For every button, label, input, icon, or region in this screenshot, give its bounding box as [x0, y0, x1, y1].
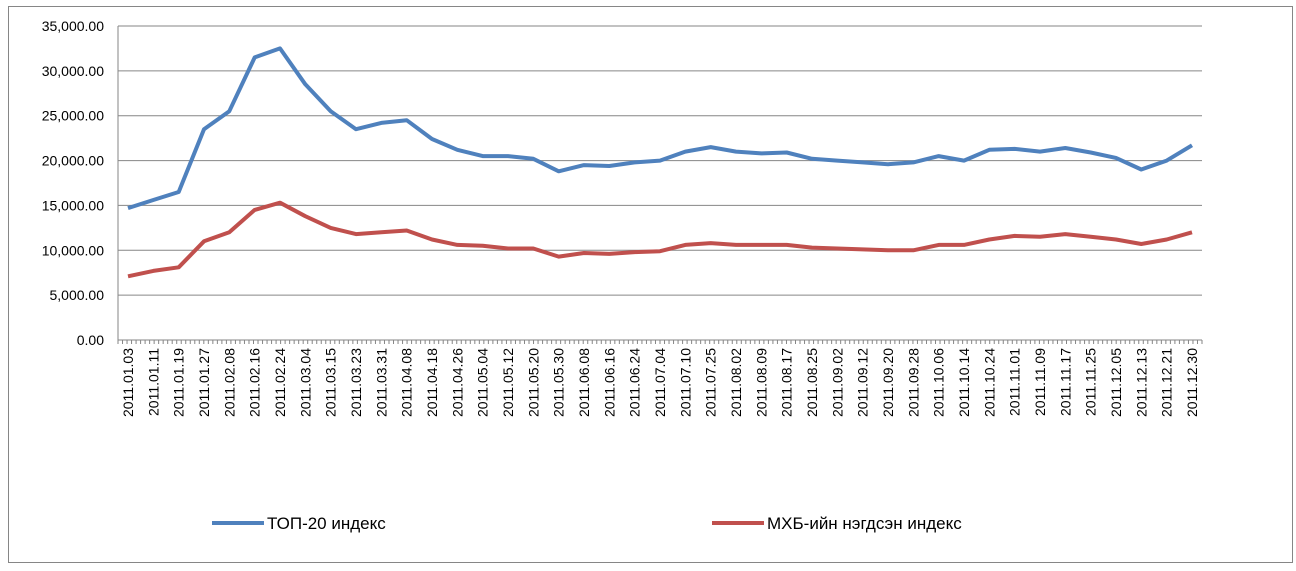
x-tick-label: 2011.11.17 — [1057, 348, 1073, 416]
x-tick-label: 2011.07.10 — [677, 348, 693, 417]
x-tick-label: 2011.07.25 — [703, 348, 719, 417]
x-tick-label: 2011.08.25 — [804, 348, 820, 417]
x-tick-label: 2011.04.18 — [424, 348, 440, 417]
x-tick-label: 2011.01.19 — [171, 348, 187, 417]
x-tick-label: 2011.12.21 — [1159, 348, 1175, 417]
x-tick-label: 2011.02.24 — [272, 348, 288, 417]
legend-label: ТОП-20 индекс — [267, 514, 386, 533]
series-line — [127, 200, 1193, 279]
y-tick-label: 0.00 — [77, 332, 104, 348]
x-tick-label: 2011.09.28 — [905, 348, 921, 417]
x-tick-label: 2011.06.24 — [627, 348, 643, 417]
y-tick-label: 35,000.00 — [42, 18, 104, 34]
x-tick-label: 2011.10.14 — [956, 348, 972, 417]
x-tick-label: 2011.01.03 — [120, 348, 136, 417]
x-tick-label: 2011.08.09 — [753, 348, 769, 417]
x-tick-label: 2011.09.12 — [855, 348, 871, 417]
x-tick-label: 2011.04.26 — [449, 348, 465, 417]
x-tick-label: 2011.01.27 — [196, 348, 212, 417]
x-tick-label: 2011.05.12 — [500, 348, 516, 417]
x-tick-label: 2011.03.23 — [348, 348, 364, 417]
x-tick-label: 2011.05.30 — [551, 348, 567, 417]
x-tick-label: 2011.01.11 — [145, 348, 161, 416]
x-tick-label: 2011.03.04 — [297, 348, 313, 417]
x-tick-label: 2011.12.30 — [1184, 348, 1200, 417]
x-tick-label: 2011.02.08 — [221, 348, 237, 417]
y-tick-label: 15,000.00 — [42, 197, 104, 213]
x-tick-label: 2011.08.02 — [728, 348, 744, 417]
x-tick-label: 2011.10.24 — [981, 348, 997, 417]
x-tick-label: 2011.07.04 — [652, 348, 668, 417]
x-tick-label: 2011.04.08 — [399, 348, 415, 417]
legend-label: МХБ-ийн нэгдсэн индекс — [767, 514, 962, 533]
x-tick-label: 2011.11.01 — [1007, 348, 1023, 416]
y-tick-label: 10,000.00 — [42, 242, 104, 258]
series-line — [127, 46, 1194, 211]
x-tick-label: 2011.06.08 — [576, 348, 592, 417]
x-tick-label: 2011.12.13 — [1133, 348, 1149, 417]
y-tick-label: 20,000.00 — [42, 153, 104, 169]
x-tick-label: 2011.06.16 — [601, 348, 617, 417]
x-tick-label: 2011.12.05 — [1108, 348, 1124, 417]
y-tick-label: 30,000.00 — [42, 63, 104, 79]
x-tick-label: 2011.03.31 — [373, 348, 389, 417]
x-tick-label: 2011.05.20 — [525, 348, 541, 417]
x-tick-label: 2011.05.04 — [475, 348, 491, 417]
x-tick-label: 2011.02.16 — [247, 348, 263, 417]
x-tick-label: 2011.09.02 — [829, 348, 845, 417]
x-tick-label: 2011.10.06 — [931, 348, 947, 417]
x-tick-label: 2011.08.17 — [779, 348, 795, 417]
y-tick-label: 5,000.00 — [50, 287, 105, 303]
x-tick-label: 2011.11.09 — [1032, 348, 1048, 416]
x-tick-label: 2011.11.25 — [1083, 348, 1099, 416]
y-tick-label: 25,000.00 — [42, 108, 104, 124]
chart-frame — [8, 6, 1293, 563]
x-tick-label: 2011.03.15 — [323, 348, 339, 417]
x-tick-label: 2011.09.20 — [880, 348, 896, 417]
